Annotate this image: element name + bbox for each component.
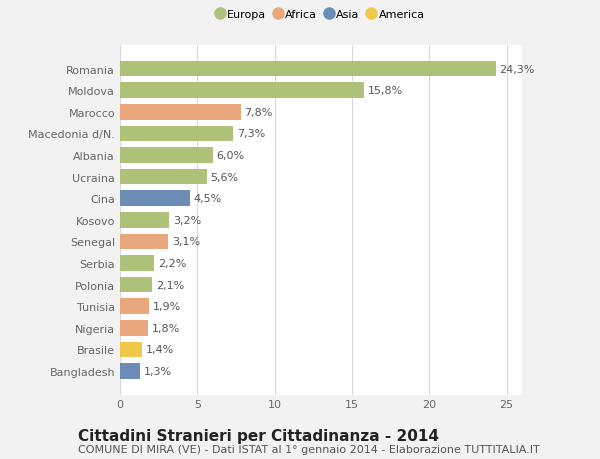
Bar [120, 234, 168, 250]
Text: 3,1%: 3,1% [172, 237, 200, 247]
Text: 3,2%: 3,2% [173, 215, 202, 225]
Text: 1,4%: 1,4% [146, 345, 174, 354]
Bar [120, 213, 169, 228]
Bar [120, 126, 233, 142]
Legend: Europa, Africa, Asia, America: Europa, Africa, Asia, America [217, 10, 425, 20]
Text: 5,6%: 5,6% [211, 172, 239, 182]
Text: Cittadini Stranieri per Cittadinanza - 2014: Cittadini Stranieri per Cittadinanza - 2… [78, 428, 439, 443]
Bar [120, 256, 154, 271]
Bar [120, 105, 241, 120]
Text: 24,3%: 24,3% [500, 65, 535, 74]
Bar [120, 299, 149, 314]
Text: 7,8%: 7,8% [244, 107, 273, 118]
Bar [120, 277, 152, 293]
Text: 4,5%: 4,5% [193, 194, 221, 204]
Bar [120, 169, 206, 185]
Text: 1,8%: 1,8% [152, 323, 180, 333]
Text: COMUNE DI MIRA (VE) - Dati ISTAT al 1° gennaio 2014 - Elaborazione TUTTITALIA.IT: COMUNE DI MIRA (VE) - Dati ISTAT al 1° g… [78, 444, 540, 454]
Bar [120, 83, 364, 99]
Text: 1,9%: 1,9% [153, 302, 181, 312]
Text: 15,8%: 15,8% [368, 86, 403, 96]
Text: 1,3%: 1,3% [144, 366, 172, 376]
Text: 7,3%: 7,3% [237, 129, 265, 139]
Text: 2,2%: 2,2% [158, 258, 186, 269]
Bar [120, 148, 213, 163]
Text: 6,0%: 6,0% [217, 151, 245, 161]
Bar [120, 320, 148, 336]
Text: 2,1%: 2,1% [157, 280, 185, 290]
Bar [120, 191, 190, 207]
Bar [120, 364, 140, 379]
Bar [120, 62, 496, 77]
Bar [120, 342, 142, 358]
